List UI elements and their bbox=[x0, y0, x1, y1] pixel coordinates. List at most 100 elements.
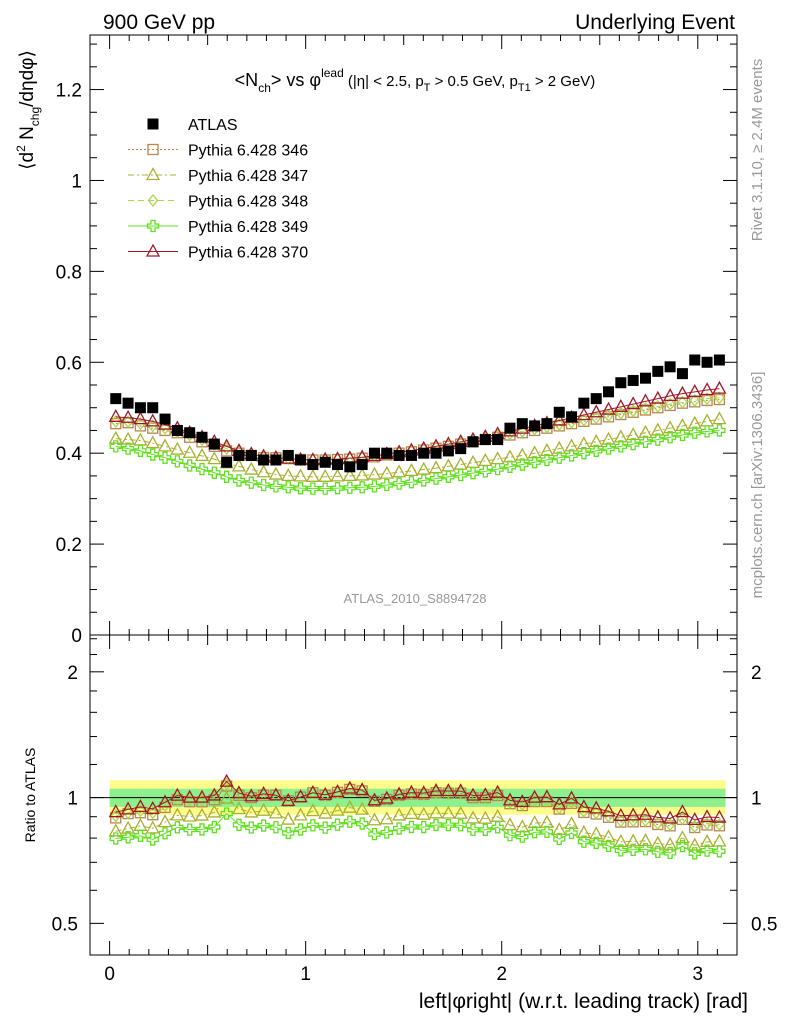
ratio-point bbox=[627, 814, 639, 828]
ratio-point bbox=[343, 815, 356, 828]
ratio-point bbox=[502, 792, 518, 806]
data-point bbox=[282, 449, 294, 461]
ratio-point bbox=[220, 807, 233, 820]
ratio-point bbox=[613, 807, 628, 821]
ratio-point bbox=[614, 844, 627, 857]
ratio-point bbox=[171, 821, 184, 834]
ratio-point bbox=[268, 787, 283, 801]
header-left: 900 GeV pp bbox=[103, 11, 215, 34]
data-point bbox=[566, 411, 578, 423]
ratio-point bbox=[145, 820, 160, 834]
data-point bbox=[590, 444, 603, 458]
data-point bbox=[194, 448, 210, 462]
ratio-point bbox=[133, 817, 148, 831]
data-point bbox=[442, 470, 455, 483]
data-point bbox=[638, 393, 653, 407]
data-point bbox=[133, 411, 148, 425]
ratio-point bbox=[589, 826, 604, 840]
ratio-point bbox=[602, 839, 615, 853]
data-point bbox=[455, 443, 467, 455]
data-point bbox=[183, 459, 196, 472]
ratio-point bbox=[675, 830, 690, 844]
ratio-point bbox=[391, 786, 407, 800]
ratio-point bbox=[613, 833, 628, 847]
ratio-point bbox=[121, 831, 135, 844]
ratio-point bbox=[109, 832, 122, 845]
ratio-point bbox=[416, 806, 431, 820]
ratio-point bbox=[552, 796, 567, 810]
ratio-point bbox=[170, 807, 185, 821]
data-point bbox=[392, 477, 406, 490]
data-point bbox=[590, 411, 602, 425]
data-point bbox=[479, 465, 492, 478]
legend-label: Pythia 6.428 349 bbox=[188, 219, 308, 236]
ratio-point bbox=[404, 784, 419, 798]
data-point bbox=[171, 455, 184, 468]
data-point bbox=[134, 420, 147, 432]
ratio-point bbox=[182, 789, 197, 803]
data-point bbox=[245, 476, 258, 489]
ratio-y-tick-label-right: 1 bbox=[751, 789, 762, 810]
ratio-point bbox=[221, 777, 232, 791]
ratio-point bbox=[380, 826, 393, 839]
data-point bbox=[368, 480, 381, 493]
ratio-point bbox=[590, 836, 603, 850]
ratio-series-layer bbox=[108, 773, 727, 860]
ratio-point bbox=[135, 804, 146, 818]
ratio-point bbox=[553, 832, 566, 846]
data-point bbox=[134, 402, 146, 414]
legend-marker bbox=[147, 143, 159, 156]
legend-marker bbox=[147, 193, 159, 208]
data-point bbox=[342, 468, 357, 482]
ratio-point bbox=[244, 788, 259, 802]
data-point bbox=[491, 462, 504, 476]
main-y-tick-label: 0.2 bbox=[56, 535, 82, 556]
ratio-point bbox=[195, 823, 209, 836]
ratio-point bbox=[157, 814, 173, 828]
ratio-point bbox=[502, 817, 518, 831]
ratio-series-pythia-6-428-347 bbox=[108, 790, 727, 851]
ratio-point bbox=[687, 837, 702, 851]
data-point bbox=[159, 413, 171, 425]
data-point bbox=[578, 397, 590, 409]
data-point bbox=[529, 420, 541, 432]
data-point bbox=[135, 417, 146, 431]
ratio-point bbox=[539, 814, 555, 828]
ratio-point bbox=[601, 829, 616, 843]
data-point bbox=[603, 386, 615, 398]
ratio-axes: 0.5 0.5 1 1 2 2 bbox=[52, 638, 777, 935]
data-point bbox=[368, 447, 380, 459]
data-point bbox=[171, 424, 183, 436]
data-point bbox=[330, 468, 345, 482]
ratio-point bbox=[110, 809, 122, 823]
ratio-point bbox=[158, 827, 172, 840]
data-point bbox=[405, 449, 417, 461]
data-point bbox=[318, 468, 333, 482]
x-axis-label: left|φright| (w.r.t. leading track) [rad… bbox=[419, 990, 748, 1013]
data-point bbox=[110, 393, 122, 405]
data-point bbox=[590, 393, 602, 405]
legend-label: Pythia 6.428 370 bbox=[188, 245, 308, 262]
data-point bbox=[120, 409, 136, 423]
data-point bbox=[295, 454, 307, 466]
data-point bbox=[108, 430, 123, 444]
data-point bbox=[429, 472, 443, 485]
ratio-point bbox=[687, 812, 702, 826]
legend-label: ATLAS bbox=[188, 117, 238, 134]
ratio-point bbox=[528, 826, 541, 839]
ratio-point bbox=[441, 805, 456, 819]
data-point bbox=[712, 380, 727, 394]
ratio-point bbox=[245, 821, 258, 834]
legend-marker bbox=[147, 118, 159, 130]
ratio-point bbox=[676, 839, 689, 853]
data-point bbox=[221, 456, 233, 468]
data-point bbox=[626, 396, 641, 410]
data-point bbox=[184, 427, 196, 439]
ratio-point bbox=[639, 843, 652, 856]
ratio-point bbox=[603, 809, 614, 823]
ratio-point bbox=[615, 814, 627, 828]
ratio-point bbox=[576, 799, 591, 813]
data-point bbox=[664, 397, 676, 411]
data-point bbox=[576, 436, 591, 450]
ratio-point bbox=[147, 809, 159, 821]
